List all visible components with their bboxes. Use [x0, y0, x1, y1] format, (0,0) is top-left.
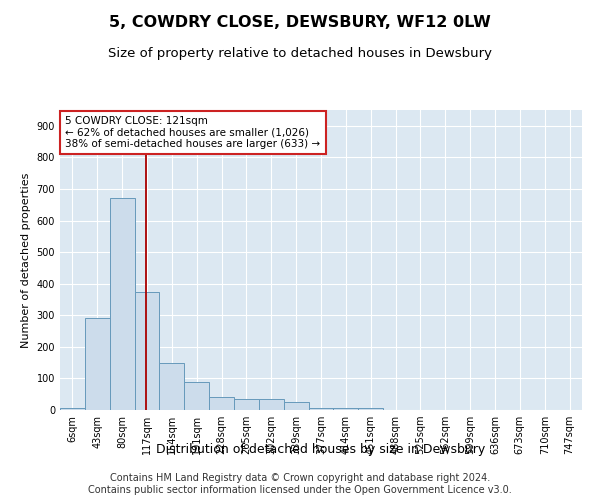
Bar [334, 408, 358, 410]
Bar [308, 408, 334, 410]
Bar [85, 318, 110, 410]
Text: Size of property relative to detached houses in Dewsbury: Size of property relative to detached ho… [108, 48, 492, 60]
Text: Distribution of detached houses by size in Dewsbury: Distribution of detached houses by size … [157, 442, 485, 456]
Bar [60, 408, 85, 410]
Bar [234, 399, 259, 410]
Bar [358, 408, 383, 410]
Bar [134, 292, 160, 410]
Bar [284, 402, 308, 410]
Bar [184, 382, 209, 410]
Bar [259, 399, 284, 410]
Text: 5 COWDRY CLOSE: 121sqm
← 62% of detached houses are smaller (1,026)
38% of semi-: 5 COWDRY CLOSE: 121sqm ← 62% of detached… [65, 116, 320, 149]
Y-axis label: Number of detached properties: Number of detached properties [21, 172, 31, 348]
Bar [110, 198, 134, 410]
Text: 5, COWDRY CLOSE, DEWSBURY, WF12 0LW: 5, COWDRY CLOSE, DEWSBURY, WF12 0LW [109, 15, 491, 30]
Bar [160, 362, 184, 410]
Bar [209, 398, 234, 410]
Text: Contains HM Land Registry data © Crown copyright and database right 2024.
Contai: Contains HM Land Registry data © Crown c… [88, 474, 512, 495]
